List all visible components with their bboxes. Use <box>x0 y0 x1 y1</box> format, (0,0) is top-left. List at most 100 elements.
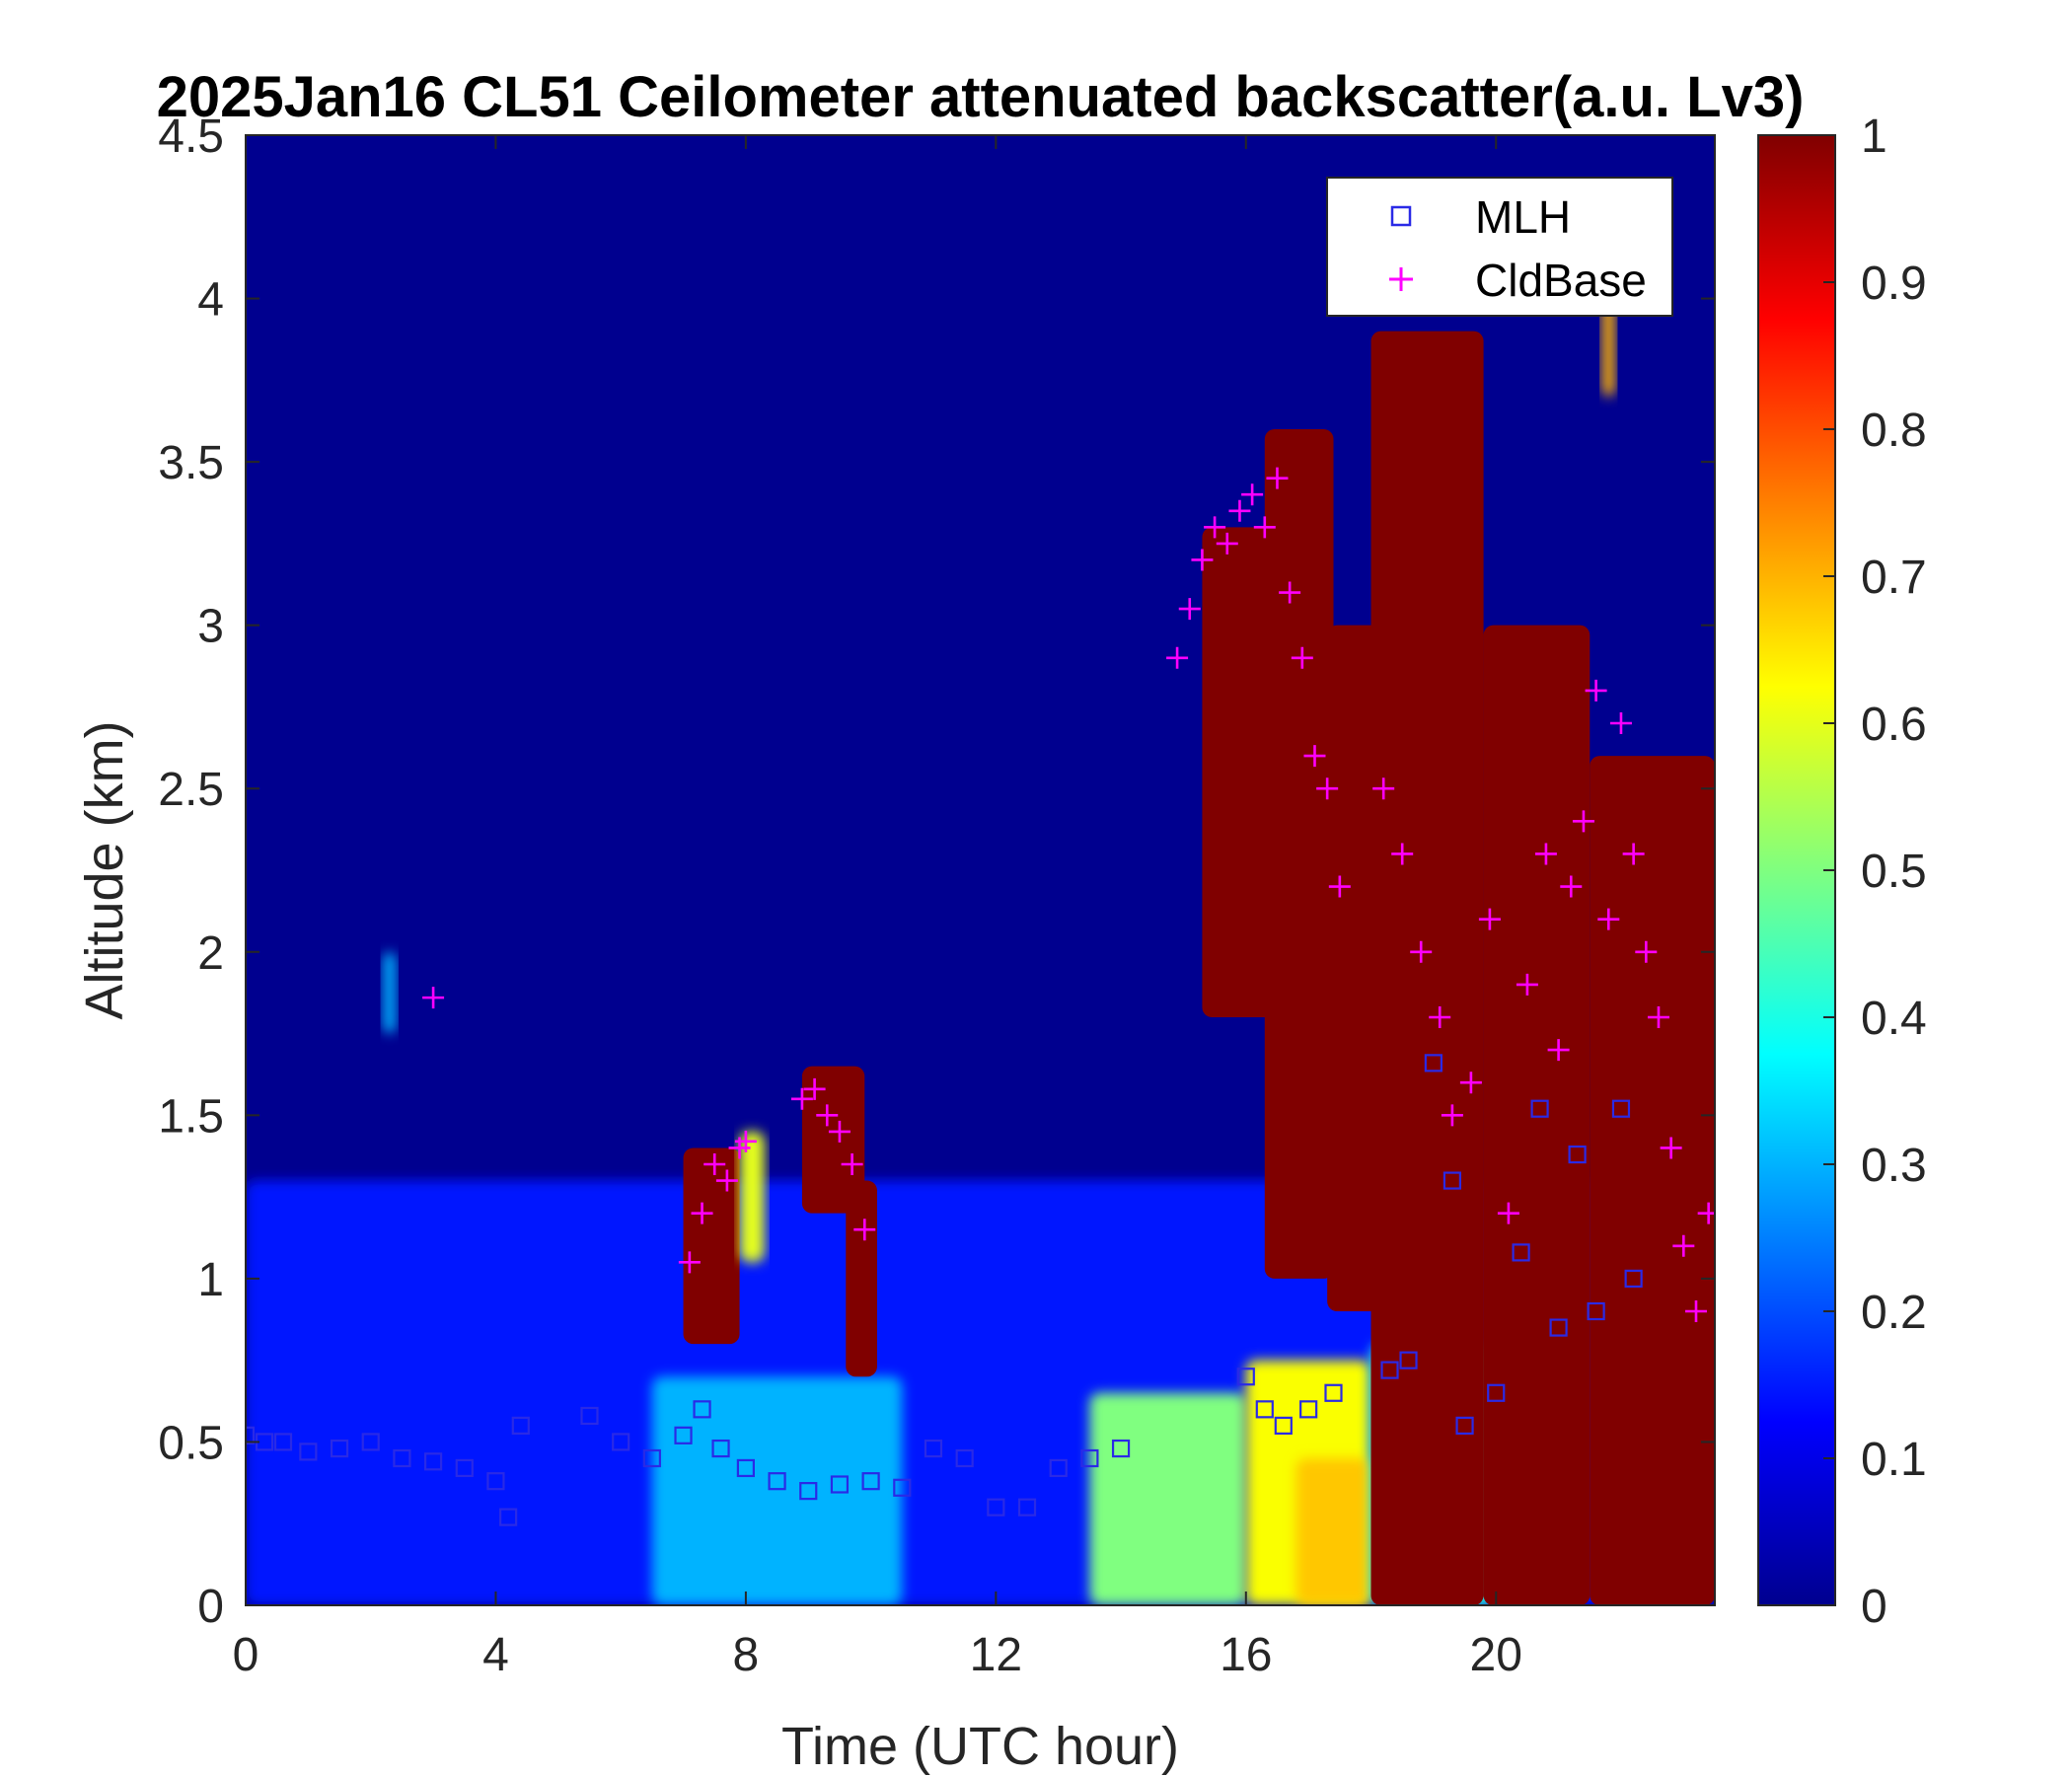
cldbase-point <box>1372 777 1395 800</box>
colorbar-tick-label: 0.3 <box>1861 1140 1927 1192</box>
cldbase-point <box>1441 1104 1463 1127</box>
mlh-point <box>1274 1416 1293 1435</box>
mlh-point <box>580 1406 599 1426</box>
cldbase-point <box>1560 875 1583 898</box>
cldbase-point <box>715 1169 738 1192</box>
x-axis: 0 4 8 12 16 20 <box>233 135 1522 1681</box>
mlh-point <box>924 1439 943 1458</box>
legend-box <box>1326 177 1673 317</box>
heatmap-cell <box>846 1180 877 1377</box>
heatmap-cell <box>651 1376 903 1605</box>
cldbase-point <box>734 1130 757 1152</box>
cldbase-point <box>1266 467 1289 489</box>
colorbar-tick-label: 0.4 <box>1861 993 1927 1045</box>
heatmap-cell <box>1089 1392 1246 1605</box>
cldbase-point <box>1622 843 1645 865</box>
y-axis-label: Altitude (km) <box>75 720 134 1019</box>
mlh-point <box>1549 1318 1568 1337</box>
colorbar-ticks: 0 0.1 0.2 0.3 0.4 0.5 0.6 0.7 0.8 0.9 1 <box>1823 111 1927 1633</box>
heatmap-cell <box>801 1066 865 1214</box>
mlh-point <box>674 1426 693 1444</box>
y-tick-label: 1 <box>197 1254 224 1306</box>
mlh-point <box>987 1498 1005 1517</box>
mlh-point <box>642 1448 661 1468</box>
colorbar-tick-label: 0.9 <box>1861 258 1927 310</box>
mlh-point <box>1049 1458 1068 1478</box>
mlh-point <box>361 1433 380 1451</box>
cldbase-point <box>1660 1137 1682 1159</box>
cldbase-point <box>790 1087 813 1110</box>
cldbase-point <box>1697 1202 1715 1224</box>
x-tick-label: 0 <box>233 1629 259 1681</box>
x-tick-label: 4 <box>482 1629 509 1681</box>
cldbase-point <box>1547 1039 1570 1062</box>
mlh-point <box>1530 1099 1549 1118</box>
mlh-point <box>711 1439 730 1458</box>
x-tick-label: 16 <box>1220 1629 1272 1681</box>
mlh-point <box>455 1458 474 1478</box>
cldbase-point <box>841 1153 863 1175</box>
cldbase-point <box>816 1104 839 1127</box>
heatmap-cell <box>1601 298 1615 397</box>
mlh-point <box>1017 1498 1037 1517</box>
colorbar-tick-label: 0.6 <box>1861 699 1927 751</box>
mlh-point <box>1324 1383 1343 1402</box>
y-tick-label: 0.5 <box>158 1417 224 1469</box>
colorbar-tick-label: 0.5 <box>1861 846 1927 898</box>
x-tick-label: 20 <box>1470 1629 1522 1681</box>
cldbase-point <box>1166 646 1189 669</box>
mlh-point <box>1611 1099 1631 1118</box>
mlh-point <box>1624 1269 1643 1288</box>
cldbase-point <box>1572 810 1594 833</box>
mlh-point <box>511 1416 530 1435</box>
plot-area <box>245 134 1716 1606</box>
y-tick-label: 3 <box>197 601 224 653</box>
mlh-point <box>1236 1368 1255 1386</box>
cldbase-point <box>422 987 445 1009</box>
mlh-point <box>486 1472 505 1491</box>
colorbar: 0 0.1 0.2 0.3 0.4 0.5 0.6 0.7 0.8 0.9 1 <box>1757 111 1927 1633</box>
cldbase-point <box>1303 745 1326 768</box>
colorbar-tick-label: 0.2 <box>1861 1287 1927 1339</box>
mlh-point <box>273 1433 293 1451</box>
mlh-point <box>955 1448 974 1468</box>
heatmap-cell <box>383 951 397 1034</box>
cldbase-point <box>703 1153 726 1175</box>
mlh-point <box>1380 1361 1399 1379</box>
cldbase-point <box>1291 646 1313 669</box>
chart-title: 2025Jan16 CL51 Ceilometer attenuated bac… <box>157 65 1805 129</box>
cldbase-point <box>1609 712 1632 734</box>
mlh-point <box>893 1478 912 1497</box>
mlh-point <box>1487 1383 1506 1402</box>
mlh-point <box>1399 1351 1418 1369</box>
y-tick-label: 2.5 <box>158 764 224 816</box>
colorbar-gradient <box>1757 134 1836 1606</box>
heatmap-cell <box>739 1131 765 1263</box>
cldbase-point <box>1635 940 1658 963</box>
heatmap-cell <box>1327 625 1384 1311</box>
y-tick-label: 4 <box>197 274 224 327</box>
cldbase-point <box>1459 1072 1482 1094</box>
cldbase-point <box>1497 1202 1519 1224</box>
mlh-point <box>1512 1243 1530 1262</box>
cldbase-point <box>1391 843 1414 865</box>
x-tick-label: 8 <box>733 1629 760 1681</box>
mlh-point <box>1455 1416 1474 1435</box>
cldbase-point <box>1241 483 1264 506</box>
legend-cldbase-marker <box>1389 267 1413 291</box>
cldbase-point <box>1429 1006 1451 1028</box>
cldbase-point <box>1478 908 1501 930</box>
cldbase-point <box>1279 581 1301 604</box>
mlh-point <box>1080 1448 1099 1468</box>
cldbase-point <box>1647 1006 1669 1028</box>
colorbar-tick-label: 0.1 <box>1861 1434 1927 1486</box>
mlh-point <box>299 1443 318 1461</box>
heatmap-cell <box>683 1147 740 1345</box>
colorbar-tick-label: 0 <box>1861 1581 1887 1633</box>
heatmap-cell <box>1202 527 1284 1017</box>
cldbase-point <box>1684 1300 1707 1322</box>
legend-mlh-marker <box>1390 205 1412 227</box>
cldbase-point <box>1253 516 1276 539</box>
colorbar-tick-label: 0.7 <box>1861 552 1927 604</box>
